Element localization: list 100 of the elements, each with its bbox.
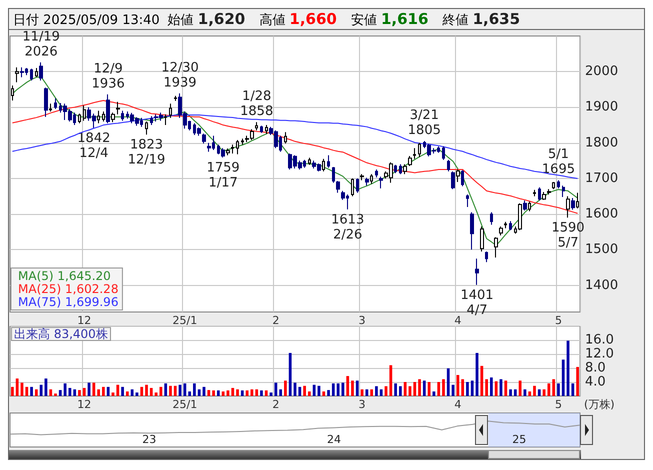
candlestick [241, 138, 244, 146]
candlestick [97, 110, 100, 124]
bar [509, 389, 512, 396]
bar [500, 379, 502, 396]
bar [260, 390, 263, 396]
bar [250, 389, 254, 396]
bar [64, 383, 66, 396]
bar [279, 389, 282, 396]
bar [303, 386, 306, 396]
candlestick [78, 113, 81, 124]
candlestick [542, 191, 546, 200]
bar [398, 386, 402, 396]
line-series [12, 100, 578, 214]
candlestick [20, 66, 24, 78]
candlestick [523, 200, 527, 212]
bar [274, 382, 278, 396]
x-tick-label: 23 [142, 433, 156, 446]
candlestick [518, 202, 522, 231]
bar [145, 384, 148, 396]
x-tick-label: 24 [326, 433, 341, 446]
candlestick [461, 170, 464, 187]
candlestick [308, 157, 311, 166]
candlestick [504, 221, 507, 229]
x-tick-label: 4 [454, 398, 462, 411]
candlestick [121, 110, 124, 122]
chart-title: 日付 2025/05/09 13:40 [13, 13, 160, 28]
candlestick [557, 180, 560, 189]
candlestick [332, 166, 335, 184]
x-tick-label: 2 [272, 314, 280, 327]
bar [154, 392, 158, 396]
bar [576, 366, 579, 396]
bar [413, 382, 416, 396]
candlestick [356, 178, 359, 194]
candlestick [538, 186, 541, 202]
annotation: 1401 4/7 [460, 288, 494, 318]
x-tick-label: 25 [512, 433, 526, 446]
bar [207, 390, 210, 396]
candlestick [284, 132, 287, 144]
bar [456, 375, 460, 396]
y-tick-label: 1400 [585, 278, 618, 293]
y-tick-label: 8.0 [585, 360, 606, 376]
x-tick-label: 4 [454, 314, 462, 327]
bar [159, 386, 162, 396]
bar [202, 386, 206, 396]
candlestick [35, 68, 38, 78]
bar [193, 383, 196, 396]
bar [231, 388, 234, 396]
candlestick [197, 127, 201, 136]
bar [20, 382, 24, 396]
candlestick [403, 164, 407, 175]
bar [226, 390, 230, 396]
bar [178, 384, 182, 396]
text: 始値 1,620 [168, 10, 246, 28]
bar [461, 379, 464, 396]
y-tick-label: 4.0 [585, 374, 606, 390]
bar [552, 379, 556, 396]
candlestick [327, 154, 330, 168]
y-tick-label: 1900 [585, 100, 618, 115]
candlestick [394, 164, 397, 174]
annotation: 1/28 1858 [240, 89, 274, 120]
bar [533, 386, 536, 396]
annotation: 1842 12/4 [77, 130, 110, 161]
y-tick-label: 1500 [585, 242, 618, 258]
bar [78, 390, 81, 396]
bar [92, 382, 96, 396]
bar [169, 386, 172, 396]
bar [389, 365, 392, 396]
bar [82, 388, 86, 396]
candlestick [351, 178, 354, 197]
candlestick [83, 104, 86, 122]
bar [418, 379, 421, 396]
bar [562, 360, 565, 396]
candlestick [145, 120, 148, 136]
candlestick [221, 148, 225, 158]
bar [327, 390, 330, 396]
bar [68, 388, 72, 396]
text: 終値 1,635 [442, 10, 520, 28]
bar [40, 384, 43, 396]
candlestick [111, 112, 115, 123]
candlestick [408, 156, 412, 166]
bar [485, 379, 488, 396]
bar [384, 386, 388, 396]
y-tick-label: 1800 [585, 135, 618, 150]
bar [375, 386, 378, 396]
bar [188, 391, 192, 396]
bar [294, 382, 296, 396]
candlestick [562, 185, 565, 198]
bar [246, 390, 248, 396]
bar [30, 386, 33, 396]
bar [58, 390, 62, 396]
candlestick [466, 194, 469, 208]
bar [308, 391, 311, 396]
bar [97, 389, 100, 396]
candlestick [533, 189, 536, 197]
candlestick [470, 212, 474, 250]
candlestick [54, 98, 57, 110]
bar [236, 389, 239, 396]
bar [360, 389, 364, 396]
y-tick-label: 12.0 [585, 346, 614, 362]
bar [524, 389, 526, 396]
